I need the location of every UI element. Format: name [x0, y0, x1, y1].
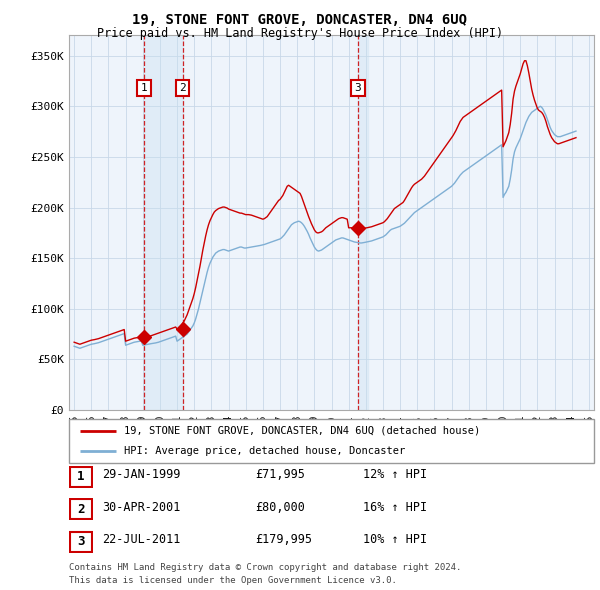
Text: £71,995: £71,995 [255, 468, 305, 481]
Text: 29-JAN-1999: 29-JAN-1999 [102, 468, 181, 481]
Text: 30-APR-2001: 30-APR-2001 [102, 501, 181, 514]
Bar [358, 35, 368, 410]
FancyBboxPatch shape [69, 419, 594, 463]
Text: 2: 2 [179, 83, 186, 93]
Text: £80,000: £80,000 [255, 501, 305, 514]
Text: 12% ↑ HPI: 12% ↑ HPI [363, 468, 427, 481]
Bar [144, 35, 183, 410]
Text: 3: 3 [77, 535, 85, 548]
Text: Contains HM Land Registry data © Crown copyright and database right 2024.: Contains HM Land Registry data © Crown c… [69, 563, 461, 572]
Text: 1: 1 [141, 83, 148, 93]
FancyBboxPatch shape [70, 532, 92, 552]
Text: 2: 2 [77, 503, 85, 516]
Text: Price paid vs. HM Land Registry's House Price Index (HPI): Price paid vs. HM Land Registry's House … [97, 27, 503, 40]
Text: HPI: Average price, detached house, Doncaster: HPI: Average price, detached house, Donc… [124, 446, 406, 456]
Text: £179,995: £179,995 [255, 533, 312, 546]
Text: 19, STONE FONT GROVE, DONCASTER, DN4 6UQ: 19, STONE FONT GROVE, DONCASTER, DN4 6UQ [133, 13, 467, 27]
FancyBboxPatch shape [70, 467, 92, 487]
Text: 16% ↑ HPI: 16% ↑ HPI [363, 501, 427, 514]
Text: This data is licensed under the Open Government Licence v3.0.: This data is licensed under the Open Gov… [69, 576, 397, 585]
Text: 22-JUL-2011: 22-JUL-2011 [102, 533, 181, 546]
Text: 10% ↑ HPI: 10% ↑ HPI [363, 533, 427, 546]
Text: 1: 1 [77, 470, 85, 483]
Text: 19, STONE FONT GROVE, DONCASTER, DN4 6UQ (detached house): 19, STONE FONT GROVE, DONCASTER, DN4 6UQ… [124, 426, 481, 436]
FancyBboxPatch shape [70, 499, 92, 519]
Text: 3: 3 [355, 83, 361, 93]
